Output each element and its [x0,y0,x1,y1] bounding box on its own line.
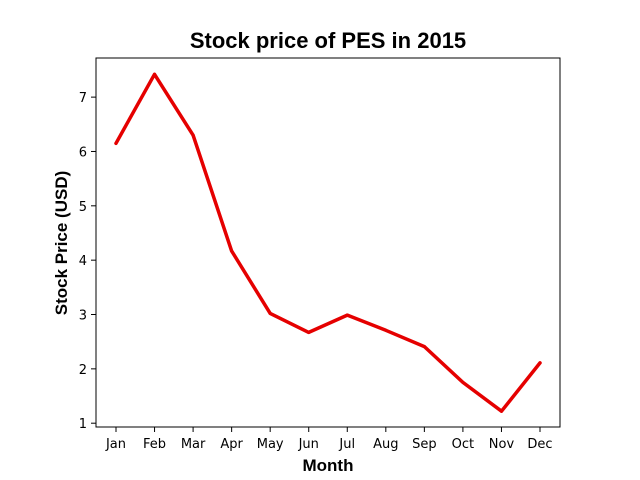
data-point [345,313,349,317]
data-point [268,311,272,315]
y-axis: 1 2 3 4 5 6 7 [79,91,96,432]
x-tick-label: Mar [181,437,206,452]
y-tick-label: 6 [79,145,87,160]
data-point [422,345,426,349]
x-axis-title: Month [303,456,354,475]
y-tick-label: 2 [79,363,87,378]
data-point [230,249,234,253]
data-point [153,72,157,76]
x-tick-label: Dec [527,437,552,452]
x-tick-label: Aug [373,437,398,452]
y-tick-label: 7 [79,91,87,106]
x-tick-label: Jun [298,437,319,452]
x-tick-label: Jan [105,437,126,452]
data-point [461,380,465,384]
chart-title: Stock price of PES in 2015 [190,28,466,53]
y-tick-label: 1 [79,417,87,432]
data-point [538,361,542,365]
x-tick-label: Sep [412,437,437,452]
data-point [499,409,503,413]
x-tick-label: Oct [452,437,474,452]
plot-area [95,57,561,428]
y-tick-label: 5 [79,200,87,215]
y-tick-label: 3 [79,309,87,324]
data-points [114,72,542,413]
data-point [384,328,388,332]
x-axis: Jan Feb Mar Apr May Jun Jul Aug Sep Oct Nov Dec [105,427,553,452]
x-tick-label: Jul [338,437,355,452]
data-point [114,141,118,145]
x-tick-label: May [257,437,284,452]
y-axis-title: Stock Price (USD) [52,171,71,316]
data-point [307,330,311,334]
x-tick-label: Nov [489,437,515,452]
series-line [114,72,542,413]
x-tick-label: Feb [143,437,166,452]
data-point [191,133,195,137]
x-tick-label: Apr [220,437,243,452]
y-tick-label: 4 [79,254,87,269]
